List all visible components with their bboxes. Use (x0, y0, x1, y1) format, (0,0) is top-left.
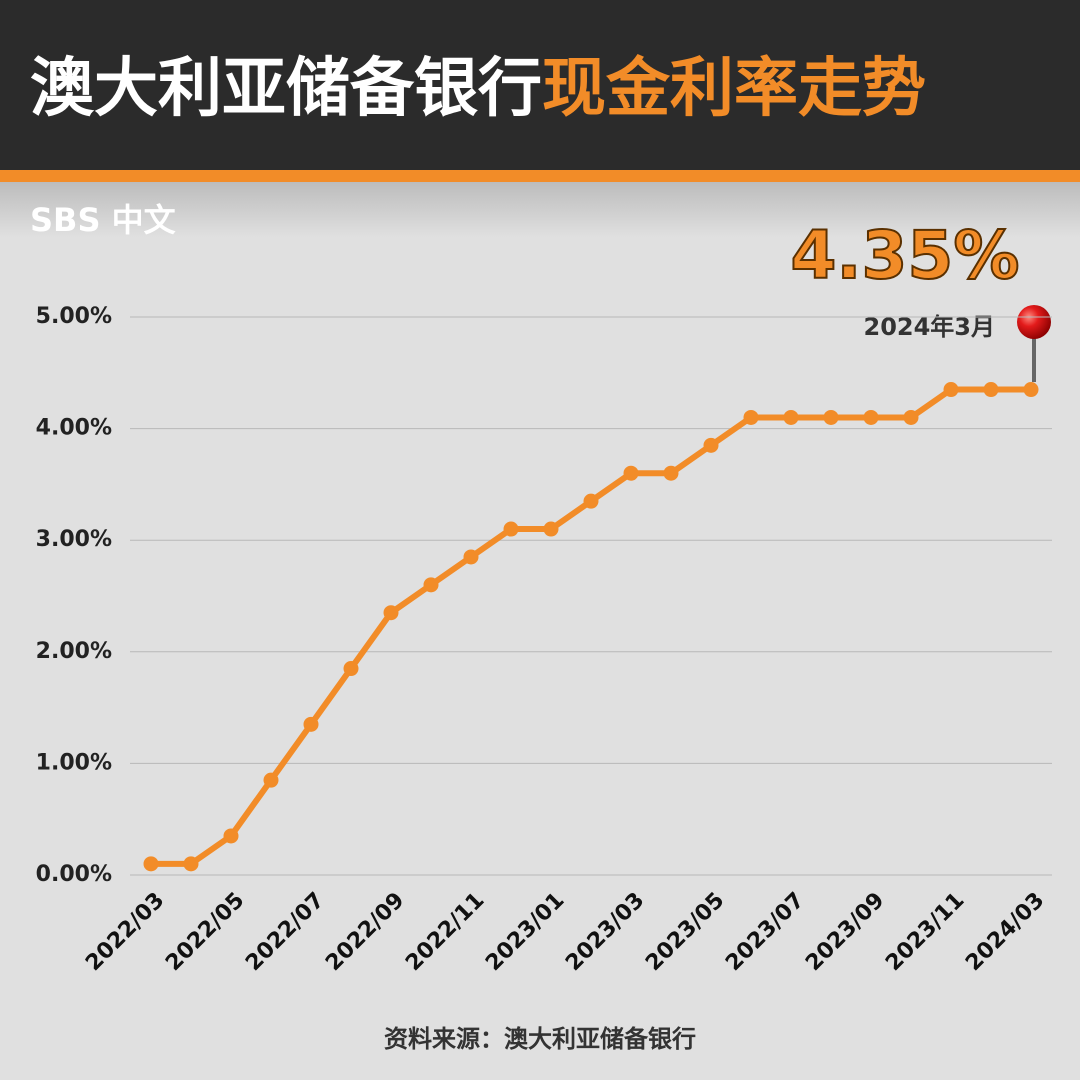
title-highlight: 现金利率走势 (542, 52, 926, 126)
data-point (423, 577, 439, 593)
chart-title: 澳大利亚储备银行现金利率走势 (30, 52, 926, 126)
data-point (583, 493, 599, 509)
data-point (383, 605, 399, 621)
y-tick-label: 3.00% (36, 527, 112, 552)
data-point (943, 382, 959, 398)
data-point (143, 856, 159, 872)
annotation-value: 4.35% (791, 217, 1020, 294)
data-point (903, 409, 919, 425)
data-point (783, 409, 799, 425)
annotation-date: 2024年3月 (864, 313, 996, 341)
header-rule (0, 170, 1080, 182)
data-point (623, 465, 639, 481)
source-note: 资料来源：澳大利亚储备银行 (384, 1025, 696, 1053)
data-point (303, 716, 319, 732)
y-tick-label: 1.00% (36, 750, 112, 775)
data-point (1023, 382, 1039, 398)
brand-logo: SBS 中文 (30, 201, 176, 239)
pin-head (1017, 305, 1051, 339)
data-point (983, 382, 999, 398)
data-point (743, 409, 759, 425)
data-point (663, 465, 679, 481)
data-point (823, 409, 839, 425)
data-point (343, 661, 359, 677)
data-point (263, 772, 279, 788)
data-point (463, 549, 479, 565)
data-point (543, 521, 559, 537)
data-point (223, 828, 239, 844)
data-point (863, 409, 879, 425)
y-tick-label: 2.00% (36, 639, 112, 664)
header (0, 0, 1080, 170)
data-point (703, 437, 719, 453)
data-point (183, 856, 199, 872)
title-main: 澳大利亚储备银行 (30, 52, 542, 126)
y-tick-label: 4.00% (36, 416, 112, 441)
data-point (503, 521, 519, 537)
y-tick-label: 0.00% (36, 862, 112, 887)
y-tick-label: 5.00% (36, 304, 112, 329)
